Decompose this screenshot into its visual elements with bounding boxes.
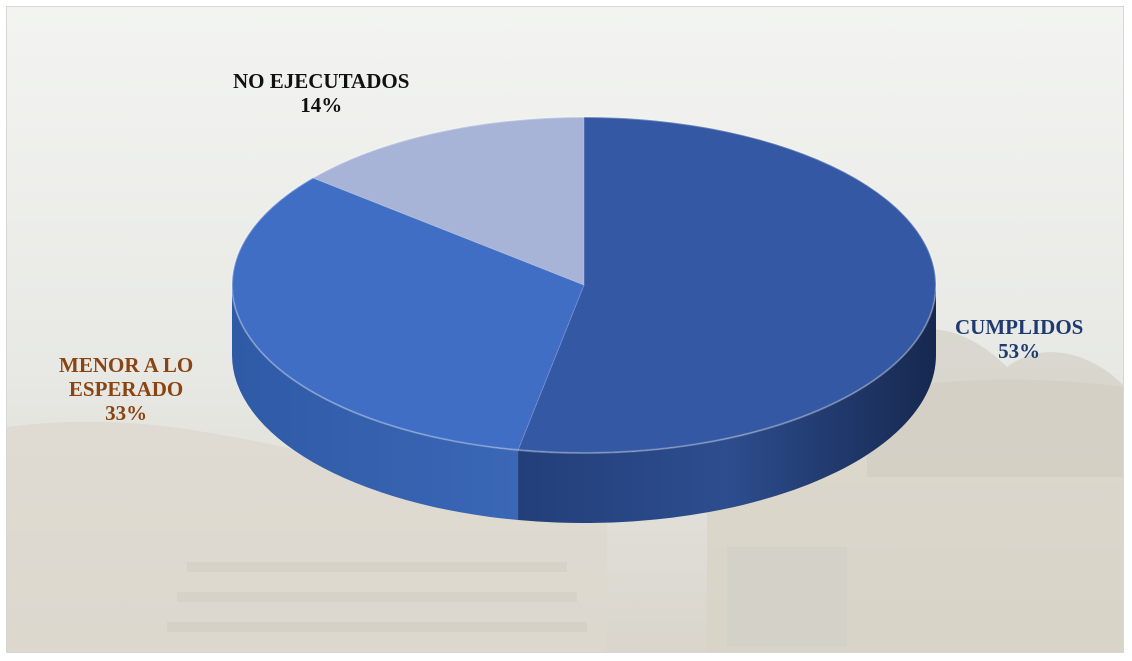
slice-name-menor-line2: ESPERADO	[68, 377, 184, 401]
pie-side-menor-a-lo-esperado	[231, 285, 519, 521]
slice-name-cumplidos: CUMPLIDOS	[955, 315, 1084, 339]
slice-label-menor: MENOR A LO ESPERADO 33%	[59, 353, 193, 425]
pie-depth	[231, 285, 937, 523]
pie-slice-cumplidos	[517, 116, 937, 454]
pie-chart	[231, 116, 937, 523]
slice-percent-no-ejecutados: 14%	[300, 93, 343, 117]
slice-label-no-ejecutados: NO EJECUTADOS 14%	[233, 69, 409, 117]
chart-frame: CUMPLIDOS 53% MENOR A LO ESPERADO 33% NO…	[6, 6, 1124, 653]
pie-slice-menor-a-lo-esperado	[231, 177, 585, 451]
pie-slice-no-ejecutados	[311, 116, 585, 286]
pie-top	[231, 116, 937, 454]
slice-name-menor-line1: MENOR A LO	[59, 353, 194, 377]
slice-percent-cumplidos: 53%	[998, 339, 1041, 363]
slice-label-cumplidos: CUMPLIDOS 53%	[955, 315, 1083, 363]
pie-rim-highlight	[231, 116, 937, 454]
pie-side-cumplidos	[518, 285, 937, 523]
slice-name-no-ejecutados: NO EJECUTADOS	[233, 69, 410, 93]
slice-percent-menor: 33%	[105, 401, 148, 425]
